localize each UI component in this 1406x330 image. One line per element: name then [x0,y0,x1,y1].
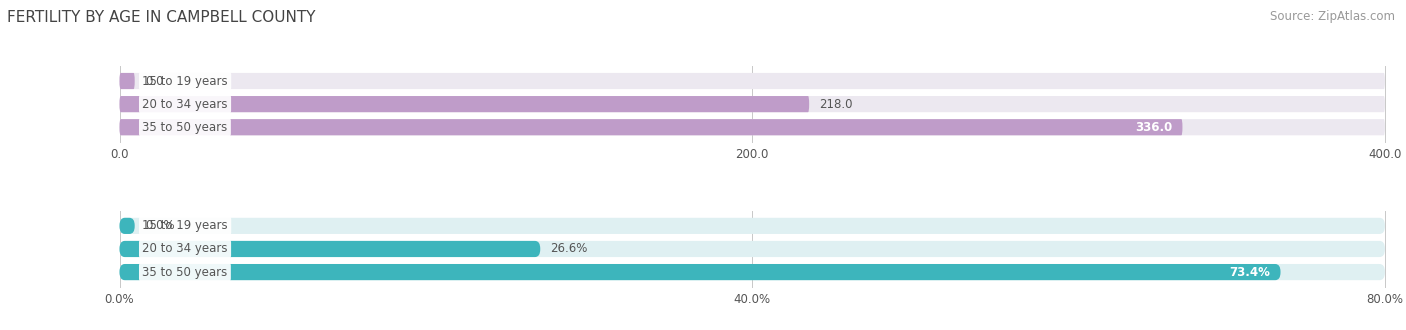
FancyBboxPatch shape [120,96,1385,112]
FancyBboxPatch shape [120,241,1385,257]
FancyBboxPatch shape [120,218,1385,234]
FancyBboxPatch shape [120,241,540,257]
Text: 20 to 34 years: 20 to 34 years [142,243,228,255]
Text: 20 to 34 years: 20 to 34 years [142,98,228,111]
Text: 35 to 50 years: 35 to 50 years [142,266,228,279]
Text: 336.0: 336.0 [1135,121,1173,134]
Text: 0.0: 0.0 [145,75,163,87]
Text: 15 to 19 years: 15 to 19 years [142,219,228,232]
FancyBboxPatch shape [120,96,810,112]
Text: 35 to 50 years: 35 to 50 years [142,121,228,134]
Text: 218.0: 218.0 [820,98,853,111]
FancyBboxPatch shape [120,73,1385,89]
Text: 73.4%: 73.4% [1229,266,1271,279]
FancyBboxPatch shape [120,119,1385,135]
Text: 0.0%: 0.0% [145,219,174,232]
Text: 15 to 19 years: 15 to 19 years [142,75,228,87]
FancyBboxPatch shape [120,119,1182,135]
Text: Source: ZipAtlas.com: Source: ZipAtlas.com [1270,10,1395,23]
FancyBboxPatch shape [120,264,1385,280]
Text: 26.6%: 26.6% [550,243,588,255]
FancyBboxPatch shape [120,264,1281,280]
Text: FERTILITY BY AGE IN CAMPBELL COUNTY: FERTILITY BY AGE IN CAMPBELL COUNTY [7,10,315,25]
FancyBboxPatch shape [120,218,135,234]
FancyBboxPatch shape [120,73,135,89]
